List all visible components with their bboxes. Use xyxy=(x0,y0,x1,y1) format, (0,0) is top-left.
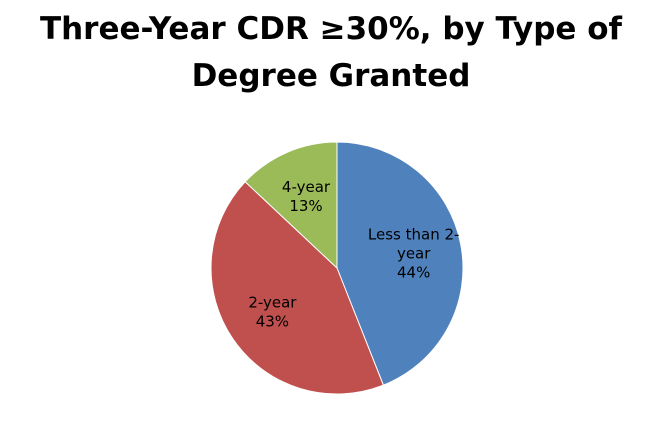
pie-slice-2 xyxy=(244,141,338,270)
pie-slice-1 xyxy=(210,181,385,395)
pie-slice-0 xyxy=(336,141,464,386)
pie-labels: Less than 2-year 44% 2-year 43% 4-year 13% xyxy=(248,178,459,331)
pie-slice-category: 2-year xyxy=(248,293,297,311)
pie-slice-category: year xyxy=(397,244,431,262)
pie-slice-value: 44% xyxy=(397,263,430,281)
pie-slice-category: 4-year xyxy=(282,178,331,196)
pie-slice-label-2: 4-year 13% xyxy=(282,178,331,215)
pie-slice-label-0: Less than 2-year 44% xyxy=(368,225,460,281)
pie-slice-value: 13% xyxy=(289,197,322,215)
chart-title: Three-Year CDR ≥30%, by Type of Degree G… xyxy=(39,11,623,94)
pie-slice-category: Less than 2- xyxy=(368,225,460,243)
pie-slices xyxy=(210,141,464,395)
pie-slice-value: 43% xyxy=(256,312,289,330)
pie-slice-label-1: 2-year 43% xyxy=(248,293,297,330)
